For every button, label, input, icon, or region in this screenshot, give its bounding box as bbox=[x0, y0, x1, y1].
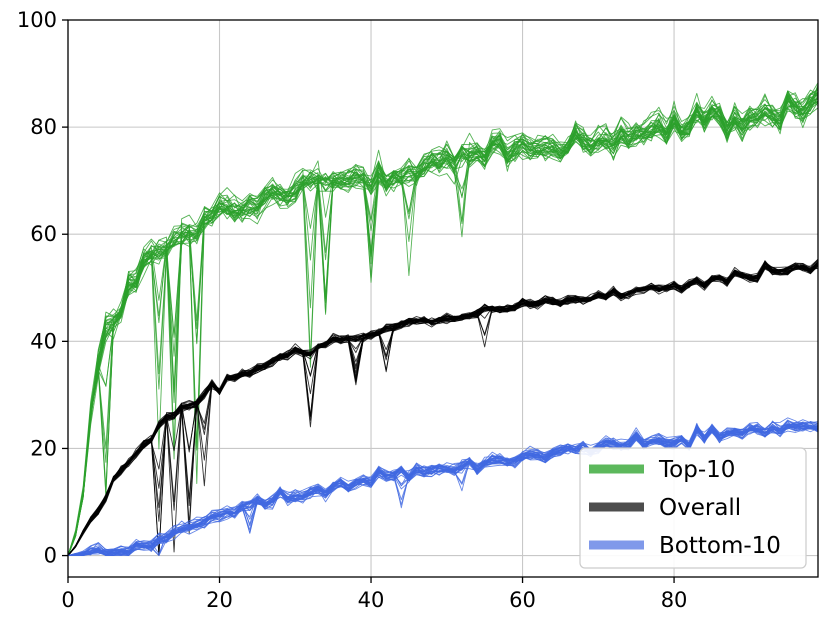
series-run-line bbox=[67, 266, 819, 556]
y-tick-label: 60 bbox=[30, 222, 57, 246]
series-run-line bbox=[67, 96, 819, 556]
y-tick-label: 0 bbox=[44, 544, 57, 568]
series-bottom-10 bbox=[67, 417, 819, 557]
legend-label: Bottom-10 bbox=[659, 533, 781, 559]
series-run-line bbox=[67, 89, 819, 556]
series-run-line bbox=[67, 95, 819, 556]
series-run-line bbox=[67, 94, 819, 556]
axis-ticks: 0 20 40 60 80 0 20 40 60 80 100 bbox=[17, 8, 688, 612]
series-run-line bbox=[67, 424, 819, 557]
plot-frame bbox=[67, 19, 819, 578]
legend-box bbox=[579, 447, 807, 569]
x-tick-label: 20 bbox=[206, 588, 233, 612]
series-run-line bbox=[67, 86, 819, 556]
x-tick-label: 60 bbox=[509, 588, 536, 612]
series-lines bbox=[67, 82, 819, 557]
y-tick-label: 100 bbox=[17, 8, 57, 32]
y-tick-label: 40 bbox=[30, 329, 57, 353]
series-overall bbox=[67, 258, 819, 557]
x-tick-label: 0 bbox=[61, 588, 74, 612]
x-tick-label: 40 bbox=[358, 588, 385, 612]
series-run-line bbox=[67, 260, 819, 556]
series-top-10 bbox=[67, 82, 819, 556]
series-run-line bbox=[67, 425, 819, 557]
y-tick-label: 80 bbox=[30, 115, 57, 139]
y-tick-label: 20 bbox=[30, 436, 57, 460]
x-tick-label: 80 bbox=[661, 588, 688, 612]
legend: Top-10 Overall Bottom-10 bbox=[579, 447, 807, 569]
legend-label: Top-10 bbox=[658, 457, 735, 483]
legend-label: Overall bbox=[659, 495, 741, 521]
